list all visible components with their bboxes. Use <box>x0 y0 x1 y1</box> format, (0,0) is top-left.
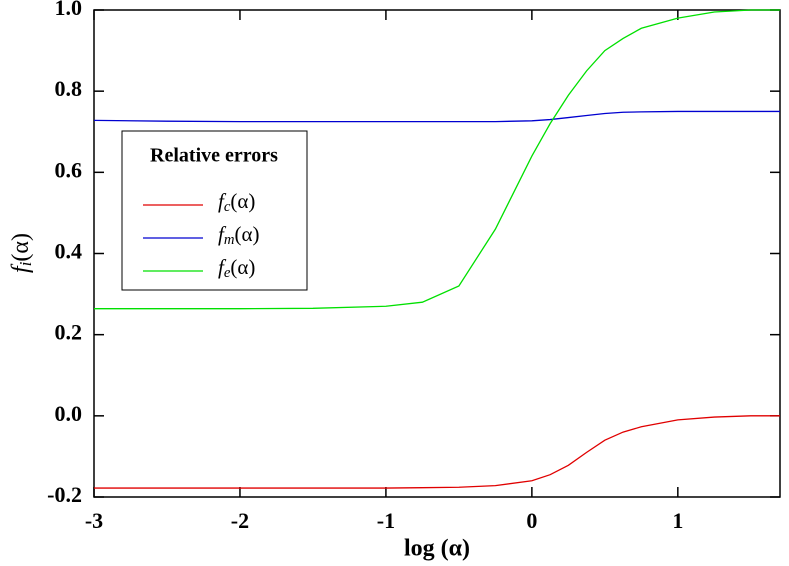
x-tick-label: 0 <box>526 508 537 533</box>
x-tick-label: -1 <box>377 508 395 533</box>
legend-label: fc(α) <box>218 189 255 216</box>
legend-label: fe(α) <box>218 255 255 282</box>
legend-title: Relative errors <box>150 145 278 167</box>
x-tick-label: -3 <box>85 508 103 533</box>
x-axis-label: log (α) <box>404 536 470 562</box>
series-line <box>94 9 780 310</box>
y-tick-label: -0.2 <box>47 482 82 507</box>
y-tick-label: 1.0 <box>55 0 83 20</box>
y-tick-label: 0.6 <box>55 157 83 182</box>
y-tick-label: 0.2 <box>55 320 83 345</box>
y-axis-label: fi(α) <box>8 233 35 273</box>
y-tick-label: 0.4 <box>55 239 83 264</box>
y-tick-label: 0.8 <box>55 76 83 101</box>
series-line <box>94 415 780 489</box>
x-tick-label: -2 <box>231 508 249 533</box>
x-tick-label: 1 <box>672 508 683 533</box>
legend-label: fm(α) <box>218 222 259 249</box>
y-tick-label: 0.0 <box>55 401 83 426</box>
series-line <box>93 110 780 123</box>
legend-box <box>121 130 308 291</box>
